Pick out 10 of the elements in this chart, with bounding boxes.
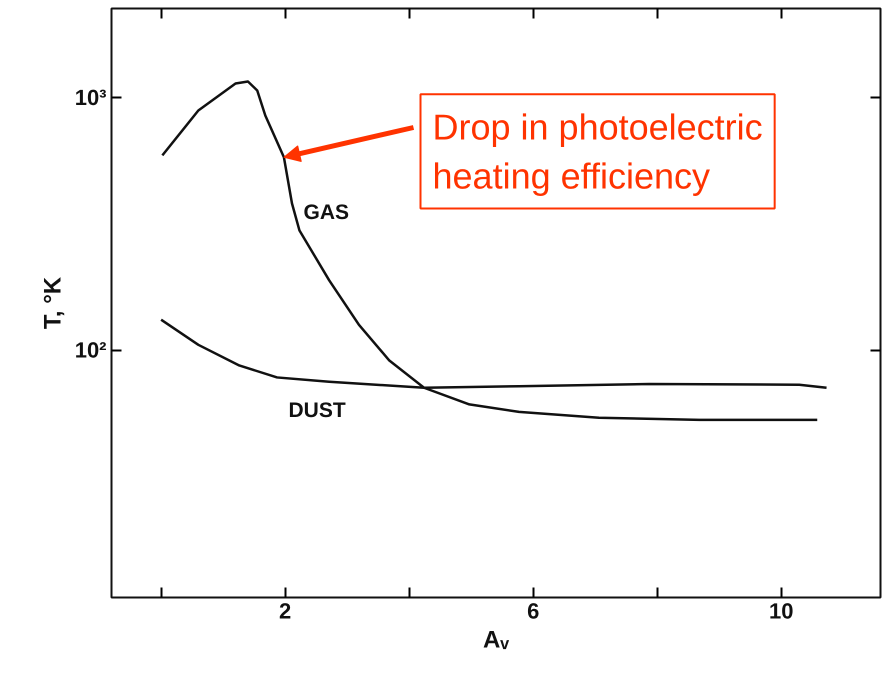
annotation: DUST: [288, 399, 346, 422]
x-tick-label: 6: [527, 598, 540, 624]
y-tick-label: 10³: [74, 84, 106, 110]
x-tick-label: 2: [279, 598, 292, 624]
x-axis-title: Aᵥ: [482, 626, 510, 654]
y-tick-label: 10²: [74, 338, 106, 363]
annotation: Drop in photoelectric heating efficiency: [432, 106, 763, 196]
annotation: GAS: [304, 201, 350, 224]
x-tick-label: 10: [769, 598, 794, 624]
y-axis-title: T, °K: [40, 276, 67, 330]
